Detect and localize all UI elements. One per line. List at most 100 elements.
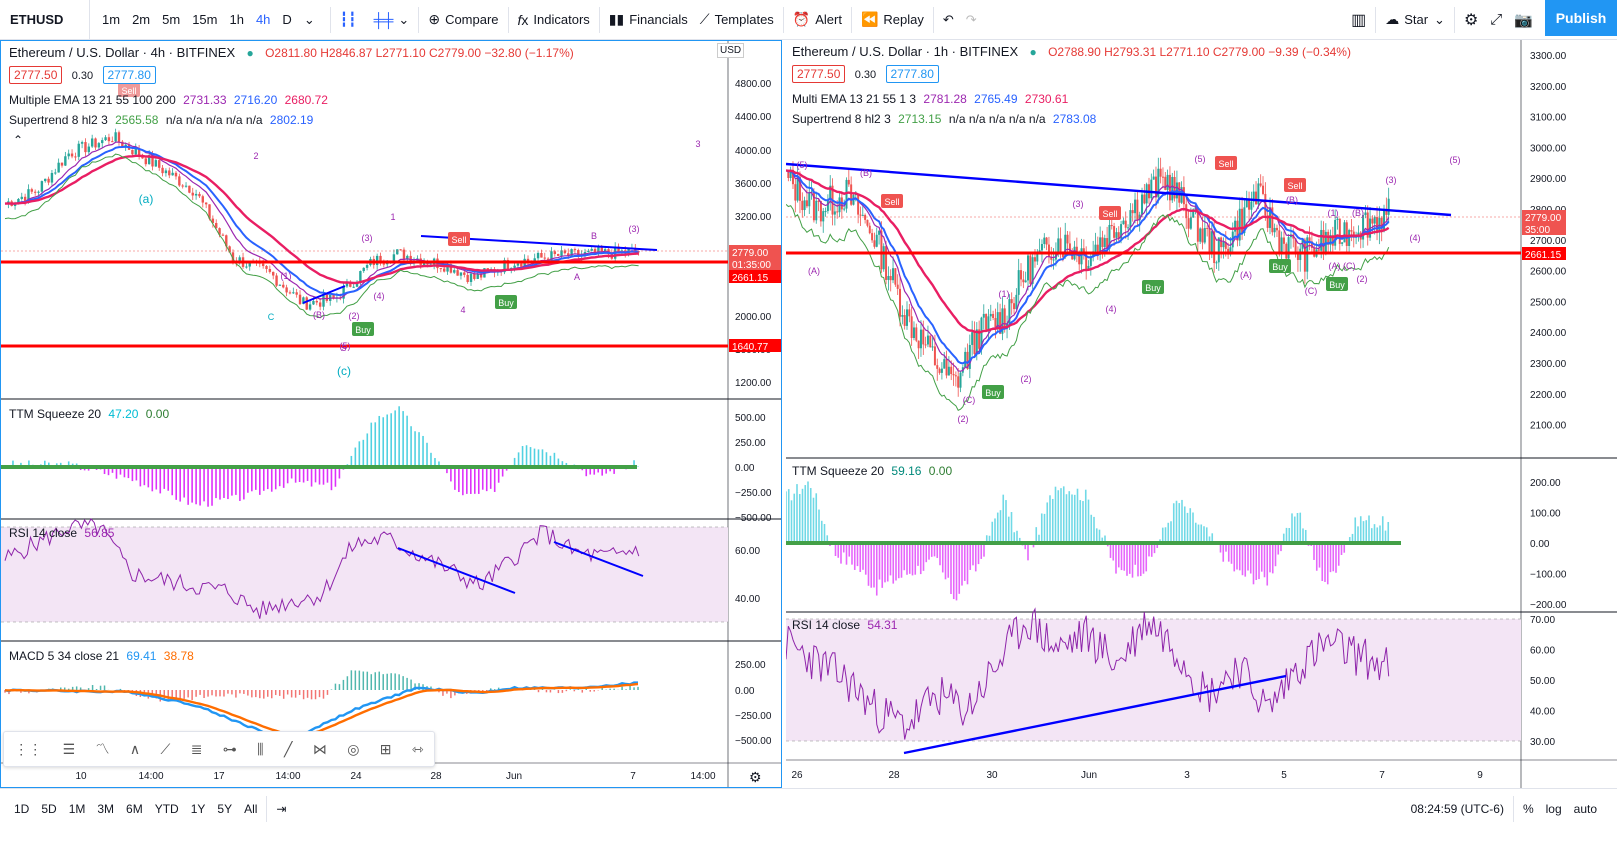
collapse-legend-icon[interactable]: ⌃ <box>13 133 24 147</box>
candle-body <box>1161 176 1164 178</box>
currency-badge[interactable]: USD <box>717 43 745 58</box>
tf-2m[interactable]: 2m <box>132 12 151 27</box>
log-toggle[interactable]: log <box>1545 802 1562 816</box>
left-chart-canvas[interactable]: 4800.00 4400.00 4000.00 3600.00 3200.00 2000.… <box>1 41 781 787</box>
tf-d[interactable]: D <box>282 12 292 27</box>
range-all[interactable]: All <box>244 802 258 816</box>
fullscreen-button[interactable]: ⤢ <box>1484 0 1508 40</box>
candle-body <box>945 359 948 376</box>
left-bid[interactable]: 2777.50 <box>9 66 63 84</box>
abc-wave-icon[interactable]: ∧ <box>129 740 141 757</box>
range-1d[interactable]: 1D <box>14 802 30 816</box>
range-3m[interactable]: 3M <box>97 802 115 816</box>
indicators-button[interactable]: fx Indicators <box>512 0 596 40</box>
candle-body <box>168 170 171 176</box>
chevron-down-icon[interactable]: ⌄ <box>303 11 315 27</box>
candle-body <box>987 316 990 330</box>
right-bid[interactable]: 2777.50 <box>792 65 846 83</box>
ray-icon[interactable]: ⊶ <box>222 740 237 757</box>
regression-icon[interactable]: ⊞ <box>379 740 392 757</box>
candle-body <box>111 141 114 143</box>
star-button[interactable]: ☁ Star ⌄ <box>1379 0 1451 40</box>
time-tick: 17 <box>213 771 225 782</box>
left-chart-pane[interactable]: 4800.00 4400.00 4000.00 3600.00 3200.00 2000.… <box>0 40 782 788</box>
candle-body <box>857 193 860 215</box>
right-spread: 0.30 <box>854 69 877 81</box>
templates-label: Templates <box>714 12 774 27</box>
range-6m[interactable]: 6M <box>126 802 143 816</box>
range-5y[interactable]: 5Y <box>217 802 233 816</box>
candle-body <box>1103 238 1106 248</box>
candle-body <box>1031 257 1034 284</box>
candle-body <box>345 281 349 287</box>
ttm-tick: 250.00 <box>735 438 766 449</box>
candle-body <box>908 309 911 317</box>
goto-date-icon[interactable]: ⇥ <box>276 802 287 816</box>
camera-icon: 📷 <box>1514 11 1533 29</box>
candle-body <box>871 233 874 241</box>
alert-button[interactable]: ⏰ Alert <box>787 0 848 40</box>
financials-button[interactable]: ▮▮ Financials <box>603 0 694 40</box>
right-supertrend-legend: Supertrend 8 hl2 3 2713.15 n/a n/a n/a n… <box>792 112 1096 126</box>
candle-body <box>399 249 402 251</box>
lines-tool-icon[interactable]: ☰ <box>62 740 76 757</box>
range-ytd[interactable]: YTD <box>154 802 179 816</box>
right-ttm-value-1: 59.16 <box>891 464 922 478</box>
sell-signal-bg <box>1215 156 1237 170</box>
undo-button[interactable]: ↶ <box>937 0 960 40</box>
candle-body <box>382 263 386 265</box>
cycle-icon[interactable]: ◎ <box>347 740 360 757</box>
candle-body <box>318 302 322 307</box>
candle-body <box>1282 237 1285 244</box>
auto-toggle[interactable]: auto <box>1573 802 1597 816</box>
candle-body <box>1143 194 1146 204</box>
templates-button[interactable]: ⟋ Templates <box>694 0 780 40</box>
symbol-search[interactable]: ETHUSD <box>0 0 90 40</box>
settings-button[interactable]: ⚙ <box>1458 0 1484 40</box>
range-icon[interactable]: ⇿ <box>411 740 424 757</box>
publish-button[interactable]: Publish <box>1545 0 1617 36</box>
candle-body <box>171 172 174 176</box>
tf-4h[interactable]: 4h <box>255 12 271 27</box>
tf-5m[interactable]: 5m <box>162 12 181 27</box>
clock[interactable]: 08:24:59 (UTC-6) <box>1410 802 1504 816</box>
candle-body <box>1033 257 1036 262</box>
bar-style-button[interactable]: ┇┇ <box>334 0 368 40</box>
pitchfork-icon[interactable]: ⫼ <box>257 740 264 757</box>
candle-style-button[interactable]: ╪╪ ⌄ <box>368 0 416 40</box>
range-1m[interactable]: 1M <box>68 802 86 816</box>
candle-body <box>23 196 27 202</box>
compare-button[interactable]: ⊕ Compare <box>422 0 504 40</box>
trend-line-icon[interactable]: ⟋ <box>160 740 171 757</box>
layout-button[interactable]: ▥ <box>1345 0 1372 40</box>
tf-1h[interactable]: 1h <box>229 12 244 27</box>
range-1y[interactable]: 1Y <box>190 802 206 816</box>
time-tick: 9 <box>1477 770 1483 781</box>
range-5d[interactable]: 5D <box>41 802 57 816</box>
replay-button[interactable]: ⏪ Replay <box>855 0 930 40</box>
line-tool-icon[interactable]: ╱ <box>284 740 293 757</box>
tf-15m[interactable]: 15m <box>192 12 218 27</box>
star-label: Star <box>1404 12 1429 27</box>
chart-settings-icon[interactable]: ⚙ <box>749 769 762 785</box>
candle-body <box>824 211 827 213</box>
candle-body <box>1106 238 1109 249</box>
candle-body <box>843 208 846 210</box>
candle-body <box>298 294 302 305</box>
time-tick: Jun <box>1081 770 1097 781</box>
left-ask[interactable]: 2777.80 <box>102 66 156 84</box>
candle-body <box>1310 241 1313 248</box>
tf-1m[interactable]: 1m <box>102 12 121 27</box>
redo-button[interactable]: ↷ <box>960 0 983 40</box>
fib-icon[interactable]: ≣ <box>190 740 203 757</box>
right-chart-canvas[interactable]: 3300.003200.003100.003000.002900.002800.… <box>786 40 1617 788</box>
right-chart-pane[interactable]: 3300.003200.003100.003000.002900.002800.… <box>786 40 1617 788</box>
candle-body <box>1192 209 1195 218</box>
elliott-wave-icon[interactable]: 〽 <box>95 741 110 757</box>
candle-body <box>892 268 895 281</box>
drag-handle-icon[interactable]: ⋮⋮ <box>14 740 43 757</box>
percent-toggle[interactable]: % <box>1522 802 1534 816</box>
right-ask[interactable]: 2777.80 <box>885 65 939 83</box>
snapshot-button[interactable]: 📷 <box>1508 0 1539 40</box>
pattern-icon[interactable]: ⋈ <box>312 740 327 757</box>
